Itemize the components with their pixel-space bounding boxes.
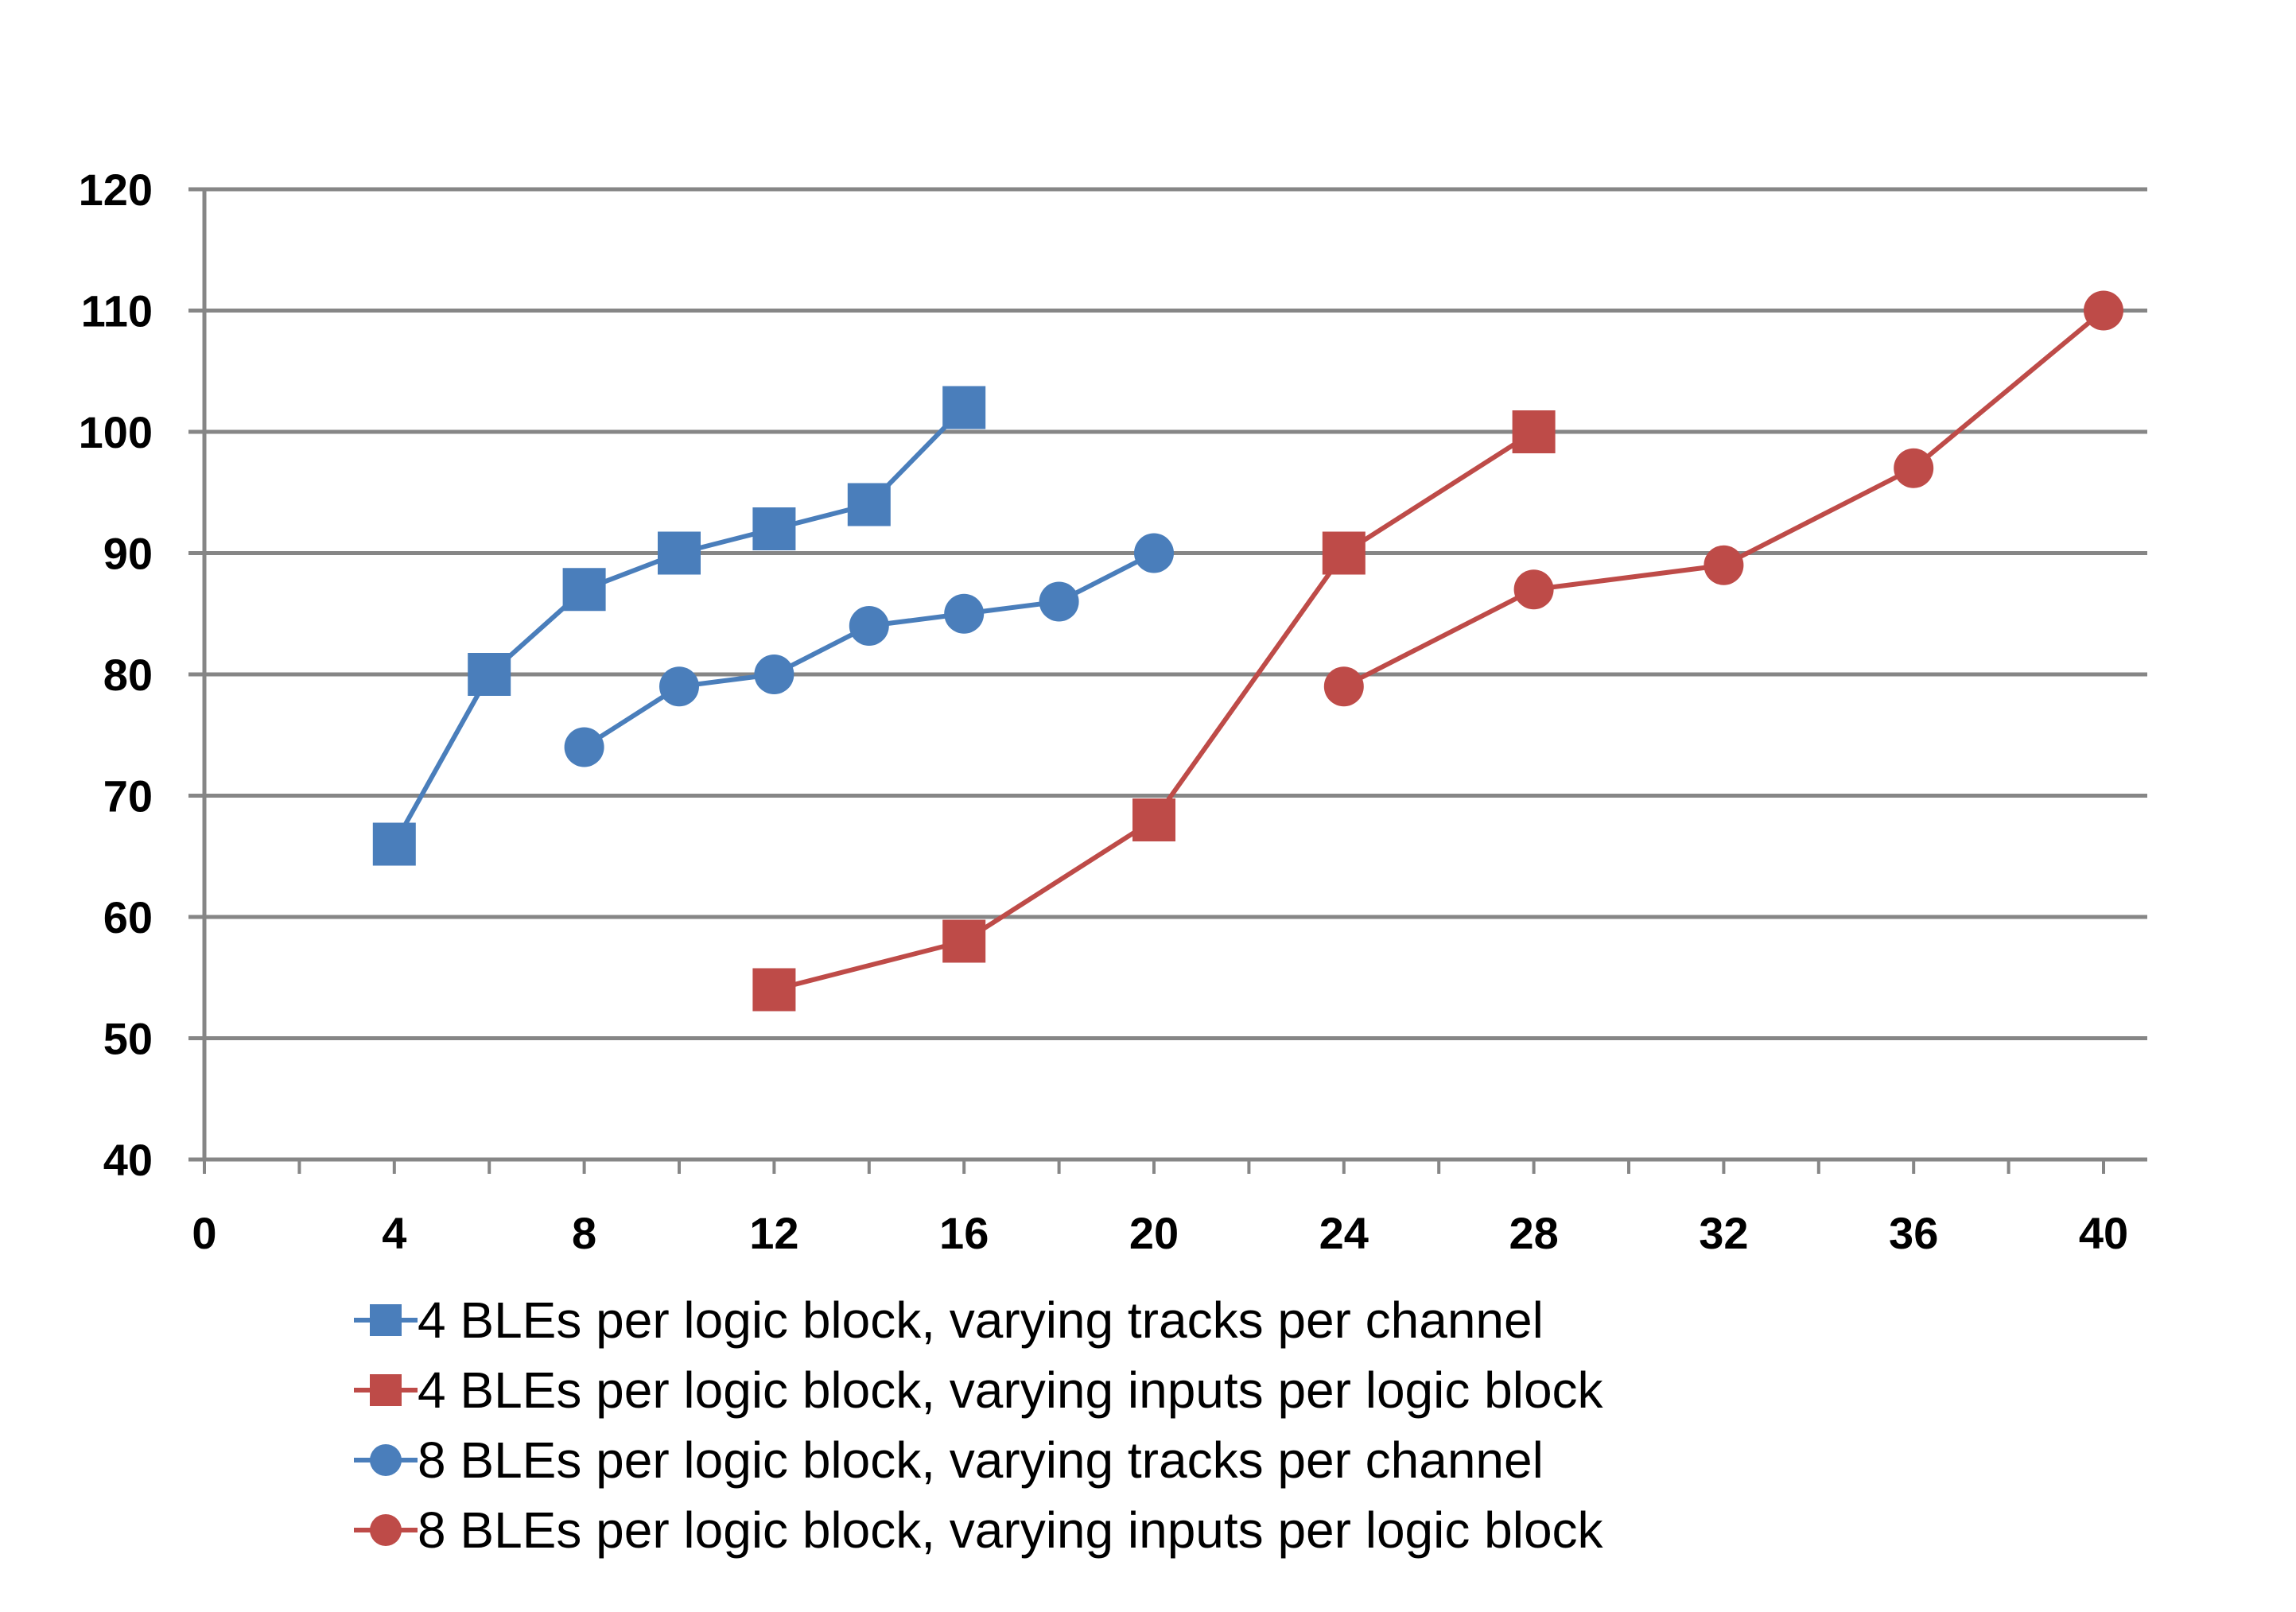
legend-label: 4 BLEs per logic block, varying inputs p…	[418, 1361, 1604, 1419]
data-point	[1513, 569, 1554, 610]
x-tick-label: 12	[749, 1208, 798, 1258]
y-tick-label: 100	[79, 407, 153, 457]
data-point	[1323, 666, 1364, 707]
data-point	[849, 606, 889, 646]
legend-label: 4 BLEs per logic block, varying tracks p…	[418, 1292, 1544, 1349]
x-tick-label: 28	[1509, 1208, 1558, 1258]
y-tick-label: 120	[79, 165, 153, 215]
data-point	[942, 386, 986, 429]
series-4	[1323, 290, 2123, 707]
legend-item: 8 BLEs per logic block, varying tracks p…	[354, 1431, 1544, 1489]
data-point	[562, 568, 606, 612]
x-tick-label: 36	[1889, 1208, 1938, 1258]
data-point	[564, 727, 604, 767]
data-point	[847, 483, 891, 526]
data-point	[1894, 448, 1934, 488]
y-tick-label: 110	[81, 286, 153, 336]
x-tick-label: 40	[2079, 1208, 2128, 1258]
x-tick-label: 16	[939, 1208, 989, 1258]
series-line	[1342, 309, 2105, 689]
data-point	[752, 968, 796, 1012]
y-tick-label: 50	[103, 1014, 153, 1064]
series-line	[582, 550, 1156, 750]
legend-item: 8 BLEs per logic block, varying inputs p…	[354, 1501, 1604, 1559]
data-point	[659, 666, 699, 707]
legend: 4 BLEs per logic block, varying tracks p…	[354, 1292, 1604, 1559]
gridlines	[188, 187, 2147, 1040]
series-2	[752, 410, 1556, 1012]
legend-item: 4 BLEs per logic block, varying tracks p…	[354, 1292, 1544, 1349]
y-tick-label: 90	[103, 529, 153, 579]
data-point	[1322, 531, 1366, 575]
legend-item: 4 BLEs per logic block, varying inputs p…	[354, 1361, 1604, 1419]
data-point	[754, 655, 794, 694]
x-tick-label: 0	[192, 1208, 216, 1258]
x-tick-label: 32	[1699, 1208, 1748, 1258]
data-point	[2084, 290, 2123, 331]
data-point	[942, 919, 986, 963]
legend-label: 8 BLEs per logic block, varying tracks p…	[418, 1431, 1544, 1489]
axes: 40 50 60 70 80 90 100 110 120 0 4 8 12 16 20 24 28 32 36 40	[79, 165, 2147, 1258]
y-tick-label: 60	[103, 892, 153, 942]
series-3	[564, 533, 1174, 767]
data-point	[658, 531, 701, 575]
data-point	[944, 593, 985, 634]
series-layer	[372, 290, 2123, 1012]
data-point	[468, 653, 511, 696]
x-tick-label: 4	[382, 1208, 406, 1258]
legend-marker	[370, 1514, 402, 1546]
y-tick-label: 80	[103, 650, 153, 700]
x-tick-label: 8	[572, 1208, 596, 1258]
series-1	[372, 386, 986, 866]
legend-marker	[370, 1444, 402, 1476]
data-point	[1134, 533, 1174, 573]
x-tick-label: 20	[1129, 1208, 1179, 1258]
data-point	[372, 822, 416, 866]
data-point	[752, 507, 796, 550]
y-tick-label: 70	[103, 771, 153, 822]
legend-marker	[370, 1374, 402, 1406]
legend-label: 8 BLEs per logic block, varying inputs p…	[418, 1501, 1604, 1559]
legend-marker	[370, 1304, 402, 1336]
data-point	[1132, 798, 1175, 841]
data-point	[1704, 545, 1744, 585]
x-tick-label: 24	[1319, 1208, 1369, 1258]
data-point	[1512, 410, 1556, 453]
y-tick-label: 40	[103, 1135, 153, 1185]
data-point	[1039, 581, 1079, 622]
